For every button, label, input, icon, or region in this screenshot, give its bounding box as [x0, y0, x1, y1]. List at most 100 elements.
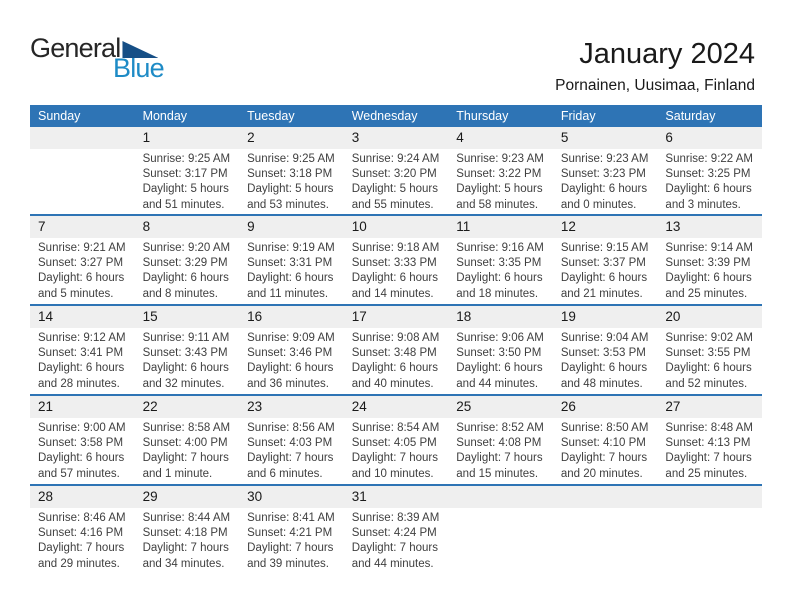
day-detail-line: Daylight: 5 hours — [142, 183, 229, 196]
day-detail-line: and 53 minutes. — [247, 198, 329, 211]
day-details: Sunrise: 8:46 AM Sunset: 4:16 PM Daylight:… — [30, 508, 135, 572]
day-detail-line: Sunrise: 9:25 AM — [142, 153, 231, 165]
day-detail-line: Sunrise: 8:50 AM — [560, 422, 649, 434]
day-detail-line: Sunrise: 9:18 AM — [351, 242, 440, 254]
day-number: 22 — [134, 396, 240, 418]
week-row-1: 1 Sunrise: 9:25 AM Sunset: 3:17 PM Daylight… — [30, 127, 762, 214]
day-detail-line: Sunrise: 8:48 AM — [665, 422, 753, 434]
day-detail-line: Sunrise: 9:24 AM — [351, 153, 440, 165]
day-detail-line: and 21 minutes. — [560, 287, 643, 300]
day-detail-line: Sunset: 3:22 PM — [456, 168, 542, 181]
day-number: 31 — [343, 486, 449, 508]
day-detail-line: Sunrise: 8:44 AM — [142, 512, 231, 524]
day-detail-line: Sunrise: 8:58 AM — [142, 422, 231, 434]
day-detail-line: Sunset: 4:16 PM — [38, 527, 124, 540]
day-details: Sunrise: 9:02 AM Sunset: 3:55 PM Daylight:… — [657, 328, 762, 392]
day-detail-line: and 52 minutes. — [665, 377, 748, 390]
day-detail-line: Sunrise: 8:46 AM — [38, 512, 126, 524]
day-detail-line: Daylight: 7 hours — [247, 542, 334, 555]
day-details: Sunrise: 9:18 AM Sunset: 3:33 PM Daylight:… — [344, 238, 449, 302]
day-detail-line: Sunset: 3:33 PM — [351, 257, 437, 270]
day-cell-10: 10 Sunrise: 9:18 AM Sunset: 3:33 PM Dayligh… — [343, 216, 449, 304]
day-detail-line: Sunrise: 9:22 AM — [665, 153, 753, 165]
day-detail-line: Sunset: 3:48 PM — [351, 347, 437, 360]
day-detail-line: Sunset: 4:10 PM — [560, 437, 646, 450]
day-detail-line: Daylight: 6 hours — [560, 272, 648, 285]
day-detail-line: Daylight: 6 hours — [247, 272, 334, 285]
day-cell-24: 24 Sunrise: 8:54 AM Sunset: 4:05 PM Dayligh… — [343, 396, 449, 484]
week-row-4: 21 Sunrise: 9:00 AM Sunset: 3:58 PM Dayligh… — [30, 394, 762, 484]
day-detail-line: Sunset: 3:29 PM — [142, 257, 228, 270]
day-detail-line: Sunrise: 9:23 AM — [560, 153, 649, 165]
page-subtitle: Pornainen, Uusimaa, Finland — [555, 77, 755, 94]
day-number: 12 — [552, 216, 658, 238]
day-number: 29 — [134, 486, 240, 508]
day-number: 23 — [239, 396, 344, 418]
day-detail-line: Daylight: 7 hours — [142, 542, 229, 555]
day-number: 20 — [657, 306, 762, 328]
week-row-2: 7 Sunrise: 9:21 AM Sunset: 3:27 PM Daylight… — [30, 214, 762, 304]
day-detail-line: Sunrise: 9:19 AM — [247, 242, 335, 254]
day-detail-line: Sunrise: 9:12 AM — [38, 332, 126, 344]
day-detail-line: Sunset: 4:18 PM — [142, 527, 228, 540]
day-cell-16: 16 Sunrise: 9:09 AM Sunset: 3:46 PM Dayligh… — [239, 306, 344, 394]
day-details: Sunrise: 9:04 AM Sunset: 3:53 PM Daylight:… — [553, 328, 658, 392]
day-details: Sunrise: 9:19 AM Sunset: 3:31 PM Daylight:… — [239, 238, 344, 302]
day-cell-7: 7 Sunrise: 9:21 AM Sunset: 3:27 PM Daylight… — [30, 216, 135, 304]
empty-cell — [552, 486, 658, 574]
day-detail-line: Daylight: 6 hours — [351, 362, 438, 375]
week-row-3: 14 Sunrise: 9:12 AM Sunset: 3:41 PM Dayligh… — [30, 304, 762, 394]
day-number: 7 — [30, 216, 135, 238]
day-detail-line: and 58 minutes. — [456, 198, 539, 211]
day-details: Sunrise: 8:44 AM Sunset: 4:18 PM Daylight:… — [135, 508, 240, 572]
weekday-header-thursday: Thursday — [456, 109, 509, 123]
day-detail-line: Daylight: 7 hours — [38, 542, 125, 555]
empty-day-band — [657, 486, 762, 508]
day-cell-4: 4 Sunrise: 9:23 AM Sunset: 3:22 PM Daylight… — [448, 127, 553, 214]
day-detail-line: and 32 minutes. — [142, 377, 225, 390]
weekday-header-row: Sunday Monday Tuesday Wednesday Thursday Frid… — [30, 105, 762, 127]
day-detail-line: Daylight: 6 hours — [351, 272, 438, 285]
weekday-header-monday: Monday — [142, 109, 188, 123]
empty-cell — [657, 486, 762, 574]
day-detail-line: Daylight: 6 hours — [142, 362, 229, 375]
day-detail-line: and 14 minutes. — [351, 287, 434, 300]
empty-day-band — [552, 486, 658, 508]
day-details: Sunrise: 9:00 AM Sunset: 3:58 PM Daylight:… — [30, 418, 135, 482]
day-detail-line: Daylight: 6 hours — [665, 362, 752, 375]
day-detail-line: Sunset: 3:50 PM — [456, 347, 542, 360]
day-cell-12: 12 Sunrise: 9:15 AM Sunset: 3:37 PM Dayligh… — [552, 216, 658, 304]
day-detail-line: Sunrise: 9:08 AM — [351, 332, 440, 344]
day-detail-line: Daylight: 7 hours — [142, 452, 229, 465]
day-details: Sunrise: 8:56 AM Sunset: 4:03 PM Daylight:… — [239, 418, 344, 482]
day-detail-line: Sunset: 3:46 PM — [247, 347, 333, 360]
day-number: 25 — [448, 396, 553, 418]
day-detail-line: Sunrise: 9:20 AM — [142, 242, 231, 254]
day-detail-line: Daylight: 6 hours — [560, 362, 648, 375]
day-detail-line: and 34 minutes. — [142, 557, 225, 570]
day-detail-line: Daylight: 5 hours — [456, 183, 543, 196]
day-cell-5: 5 Sunrise: 9:23 AM Sunset: 3:23 PM Daylight… — [552, 127, 658, 214]
day-cell-11: 11 Sunrise: 9:16 AM Sunset: 3:35 PM Dayligh… — [448, 216, 553, 304]
day-detail-line: Sunset: 4:05 PM — [351, 437, 437, 450]
day-details: Sunrise: 9:21 AM Sunset: 3:27 PM Daylight:… — [30, 238, 135, 302]
day-cell-14: 14 Sunrise: 9:12 AM Sunset: 3:41 PM Dayligh… — [30, 306, 135, 394]
day-detail-line: Sunrise: 9:00 AM — [38, 422, 126, 434]
day-details: Sunrise: 9:25 AM Sunset: 3:18 PM Daylight:… — [239, 149, 344, 213]
general-blue-logo: General Blue — [30, 34, 210, 82]
calendar-body: 1 Sunrise: 9:25 AM Sunset: 3:17 PM Daylight… — [30, 127, 762, 574]
day-detail-line: and 8 minutes. — [142, 287, 218, 300]
weekday-header-friday: Friday — [560, 109, 596, 123]
day-detail-line: Sunrise: 9:25 AM — [247, 153, 335, 165]
day-detail-line: and 55 minutes. — [351, 198, 434, 211]
day-cell-27: 27 Sunrise: 8:48 AM Sunset: 4:13 PM Dayligh… — [657, 396, 762, 484]
day-detail-line: and 25 minutes. — [665, 287, 748, 300]
day-detail-line: Sunset: 4:24 PM — [351, 527, 437, 540]
day-detail-line: Daylight: 6 hours — [38, 452, 125, 465]
day-detail-line: Daylight: 5 hours — [247, 183, 334, 196]
day-number: 26 — [552, 396, 658, 418]
day-detail-line: Sunrise: 9:06 AM — [456, 332, 544, 344]
day-detail-line: Daylight: 7 hours — [560, 452, 648, 465]
day-detail-line: Sunrise: 8:54 AM — [351, 422, 440, 434]
day-number: 6 — [657, 127, 762, 149]
